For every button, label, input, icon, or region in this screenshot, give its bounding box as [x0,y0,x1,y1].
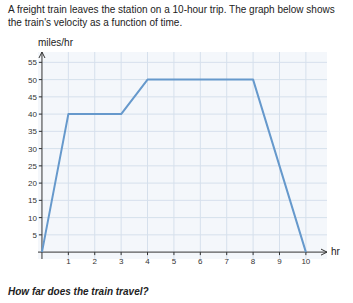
tick-label: 9 [277,257,282,266]
series [42,80,306,253]
tick-label: 30 [28,145,37,154]
y-axis [41,52,42,259]
chart: A freight train leaves the station on a … [0,0,353,303]
tick-label: 8 [251,257,256,266]
grid-line [38,131,327,132]
tick [39,62,42,63]
tick [39,183,42,184]
grid-line [38,165,327,166]
grid-line [94,52,95,259]
tick-label: 10 [28,214,37,223]
title: A freight train leaves the station on a … [8,4,335,15]
tick-label: 3 [119,257,124,266]
tick-label: 10 [301,257,310,266]
annotation: How far does the train travel? [8,286,149,297]
grid-line [279,52,280,259]
plot-area [38,52,327,259]
tick [39,200,42,201]
tick [39,234,42,235]
tick [200,252,201,255]
tick-label: 6 [198,257,203,266]
grid-line [38,200,327,201]
tick [279,252,280,255]
tick [305,252,306,255]
tick-label: 7 [224,257,229,266]
x-axis [38,252,327,253]
tick [39,114,42,115]
grid-line [38,148,327,149]
axis-label: miles/hr [38,37,74,48]
tick [147,252,148,255]
tick [173,252,174,255]
tick-label: 5 [33,231,38,240]
grid-line [38,96,327,97]
tick-label: 20 [28,179,37,188]
grid-line [38,217,327,218]
tick [39,217,42,218]
tick [253,252,254,255]
axis-label: hr [331,246,341,257]
grid-line [200,52,201,259]
subtitle: the train's velocity as a function of ti… [8,17,182,28]
tick [39,96,42,97]
tick [39,165,42,166]
tick-label: 2 [93,257,98,266]
grid-line [121,52,122,259]
grid-line [305,52,306,259]
tick [226,252,227,255]
tick-label: 25 [28,162,37,171]
tick [121,252,122,255]
tick-label: 4 [145,257,150,266]
tick [94,252,95,255]
tick [39,79,42,80]
tick-label: 55 [28,58,37,67]
tick-label: 45 [28,93,37,102]
grid-line [226,52,227,259]
tick-label: 35 [28,127,37,136]
line [42,80,306,253]
tick-label: 50 [28,76,37,85]
grid-line [173,52,174,259]
grid-line [68,52,69,259]
grid-line [38,234,327,235]
tick-label: 1 [66,257,71,266]
grid-line [38,62,327,63]
tick [39,148,42,149]
tick [39,131,42,132]
grid-line [147,52,148,259]
tick [68,252,69,255]
tick-label: 40 [28,110,37,119]
tick-label: 5 [172,257,177,266]
tick-label: 15 [28,196,37,205]
